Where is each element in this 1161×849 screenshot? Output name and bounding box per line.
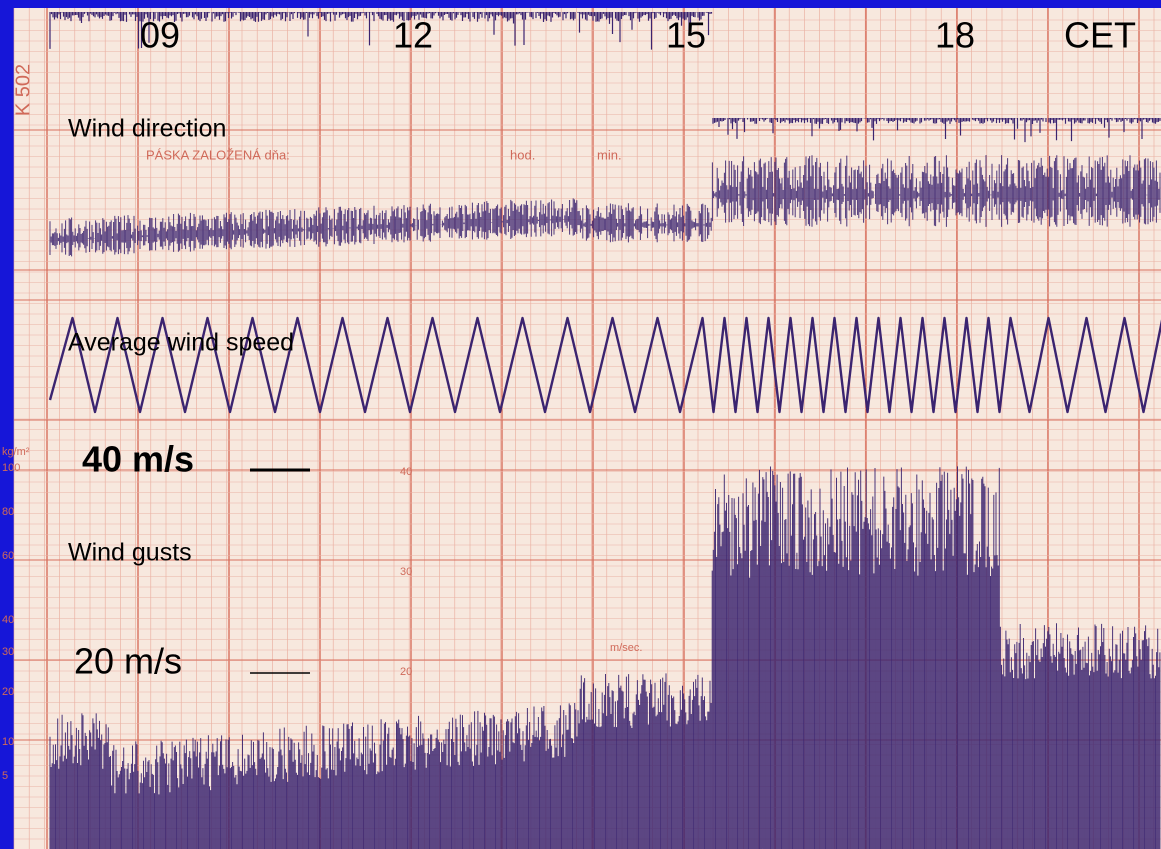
stamp: K 502	[12, 64, 34, 116]
scale-label: 30	[2, 646, 14, 658]
unit-speed: m/sec.	[610, 642, 642, 654]
scale-label: 40	[2, 614, 14, 626]
form-hour: hod.	[510, 147, 535, 162]
panel-label: Average wind speed	[68, 329, 294, 357]
scale-label: 60	[2, 550, 14, 562]
panel-label: Wind gusts	[68, 539, 192, 567]
time-label: 18	[935, 15, 975, 56]
scale-label: 100	[2, 462, 20, 474]
form-text: PÁSKA ZALOŽENÁ dňa:	[146, 147, 290, 162]
time-label: CET	[1064, 15, 1136, 56]
scale-label: 30	[400, 566, 412, 578]
scale-label: 20	[400, 666, 412, 678]
screenshot: K 502 PÁSKA ZALOŽENÁ dňa: hod. min. kg/m…	[0, 0, 1161, 849]
unit-density: kg/m²	[2, 446, 30, 458]
scale-label: 5	[2, 770, 8, 782]
scale-label: 40	[400, 466, 412, 478]
scale-label: 10	[2, 736, 14, 748]
panel-label: Wind direction	[68, 115, 226, 143]
scale-mark: 40 m/s	[82, 439, 194, 480]
scale-label: 80	[2, 506, 14, 518]
form-minute: min.	[597, 147, 622, 162]
time-label: 12	[393, 15, 433, 56]
scale-label: 20	[2, 686, 14, 698]
time-label: 09	[140, 15, 180, 56]
time-label: 15	[666, 15, 706, 56]
chart-paper: K 502 PÁSKA ZALOŽENÁ dňa: hod. min. kg/m…	[0, 0, 1161, 849]
scale-mark: 20 m/s	[74, 641, 182, 682]
